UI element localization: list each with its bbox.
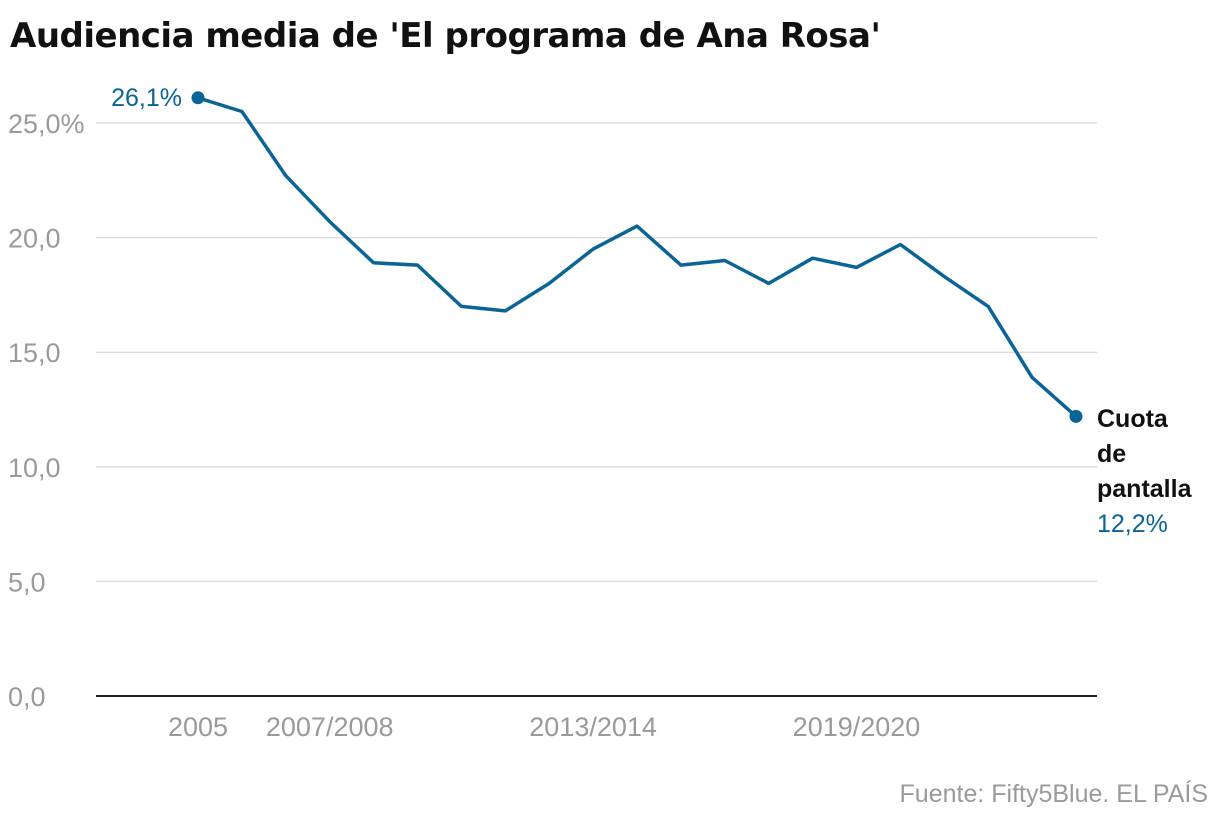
x-axis-ticks: 2005 2007/2008 2013/2014 2019/2020: [168, 712, 920, 742]
x-tick-label: 2007/2008: [266, 712, 394, 742]
source-note: Fuente: Fifty5Blue. EL PAÍS: [899, 780, 1208, 808]
y-tick-label: 5,0: [8, 567, 46, 597]
chart-title: Audiencia media de 'El programa de Ana R…: [10, 16, 881, 56]
y-axis-ticks: 0,0 5,0 10,0 15,0 20,0 25,0%: [8, 109, 85, 712]
y-tick-label: 0,0: [8, 682, 46, 712]
x-tick-label: 2013/2014: [529, 712, 657, 742]
last-value-label: 12,2%: [1097, 510, 1168, 538]
y-tick-label: 25,0%: [8, 109, 85, 139]
y-tick-label: 20,0: [8, 224, 61, 254]
series-line: [196, 96, 1078, 419]
x-tick-label: 2005: [168, 712, 228, 742]
x-tick-label: 2019/2020: [793, 712, 921, 742]
y-tick-label: 15,0: [8, 338, 61, 368]
first-value-label: 26,1%: [111, 84, 182, 112]
series-name-line: de: [1097, 440, 1126, 468]
series-layer: [191, 91, 1083, 423]
series-name-label: Cuota de pantalla: [1097, 405, 1193, 503]
y-tick-label: 10,0: [8, 453, 61, 483]
last-point-marker: [1069, 409, 1083, 423]
first-point-marker: [191, 91, 205, 105]
series-name-line: Cuota: [1097, 405, 1169, 433]
series-name-line: pantalla: [1097, 475, 1193, 503]
series-labels: 26,1% Cuota de pantalla 12,2%: [111, 84, 1192, 538]
gridlines: [96, 122, 1097, 697]
